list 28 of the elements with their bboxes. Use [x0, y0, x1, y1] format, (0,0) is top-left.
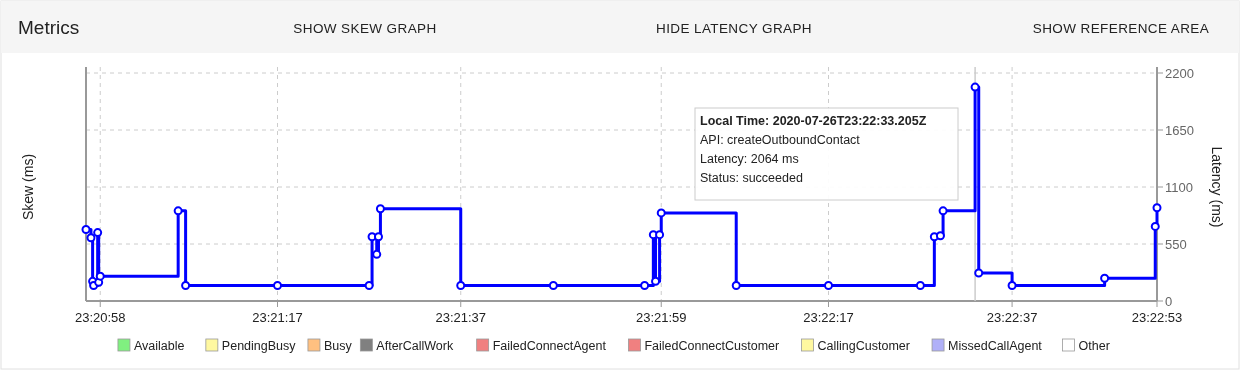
- x-tick-label: 23:22:17: [803, 310, 854, 325]
- y2-tick-label: 2200: [1165, 66, 1194, 81]
- legend-label: FailedConnectCustomer: [644, 339, 780, 353]
- y2-axis-title: Latency (ms): [1209, 146, 1225, 228]
- text: SHOW SKEW GRAPH: [293, 21, 437, 36]
- x-tick-label: 23:21:37: [435, 310, 487, 325]
- chart-title: Metrics: [18, 17, 80, 38]
- legend-label: Busy: [323, 339, 353, 353]
- legend-label: Available: [133, 339, 185, 353]
- text: HIDE LATENCY GRAPH: [656, 21, 812, 36]
- y2-tick-label: 1650: [1165, 123, 1194, 138]
- y2-tick-label: 1100: [1165, 180, 1193, 195]
- x-tick-label: 23:20:58: [74, 310, 126, 325]
- x-tick-label: 23:21:59: [635, 310, 687, 325]
- x-tick-label: 23:22:37: [986, 310, 1038, 325]
- legend-label: PendingBusy: [221, 339, 297, 353]
- y2-tick-label: 550: [1165, 237, 1187, 252]
- x-tick-label: 23:21:17: [252, 310, 303, 325]
- annotation: Local Time: 2020-07-26T23:22:33.205Z API: createOutboundContact Latency: 2064 ms Status: succeeded: [700, 114, 927, 185]
- legend-label: Other: [1078, 339, 1110, 353]
- legend-label: FailedConnectAgent: [492, 339, 607, 353]
- y2-tick-label: 0: [1165, 294, 1173, 309]
- legend-label: MissedCallAgent: [948, 339, 1043, 353]
- x-tick-label: 23:22:53: [1131, 310, 1183, 325]
- legend-label: CallingCustomer: [817, 339, 910, 353]
- legend-label: AfterCallWork: [376, 339, 454, 353]
- text: SHOW REFERENCE AREA: [1032, 21, 1210, 36]
- y-axis-title: Skew (ms): [20, 153, 36, 221]
